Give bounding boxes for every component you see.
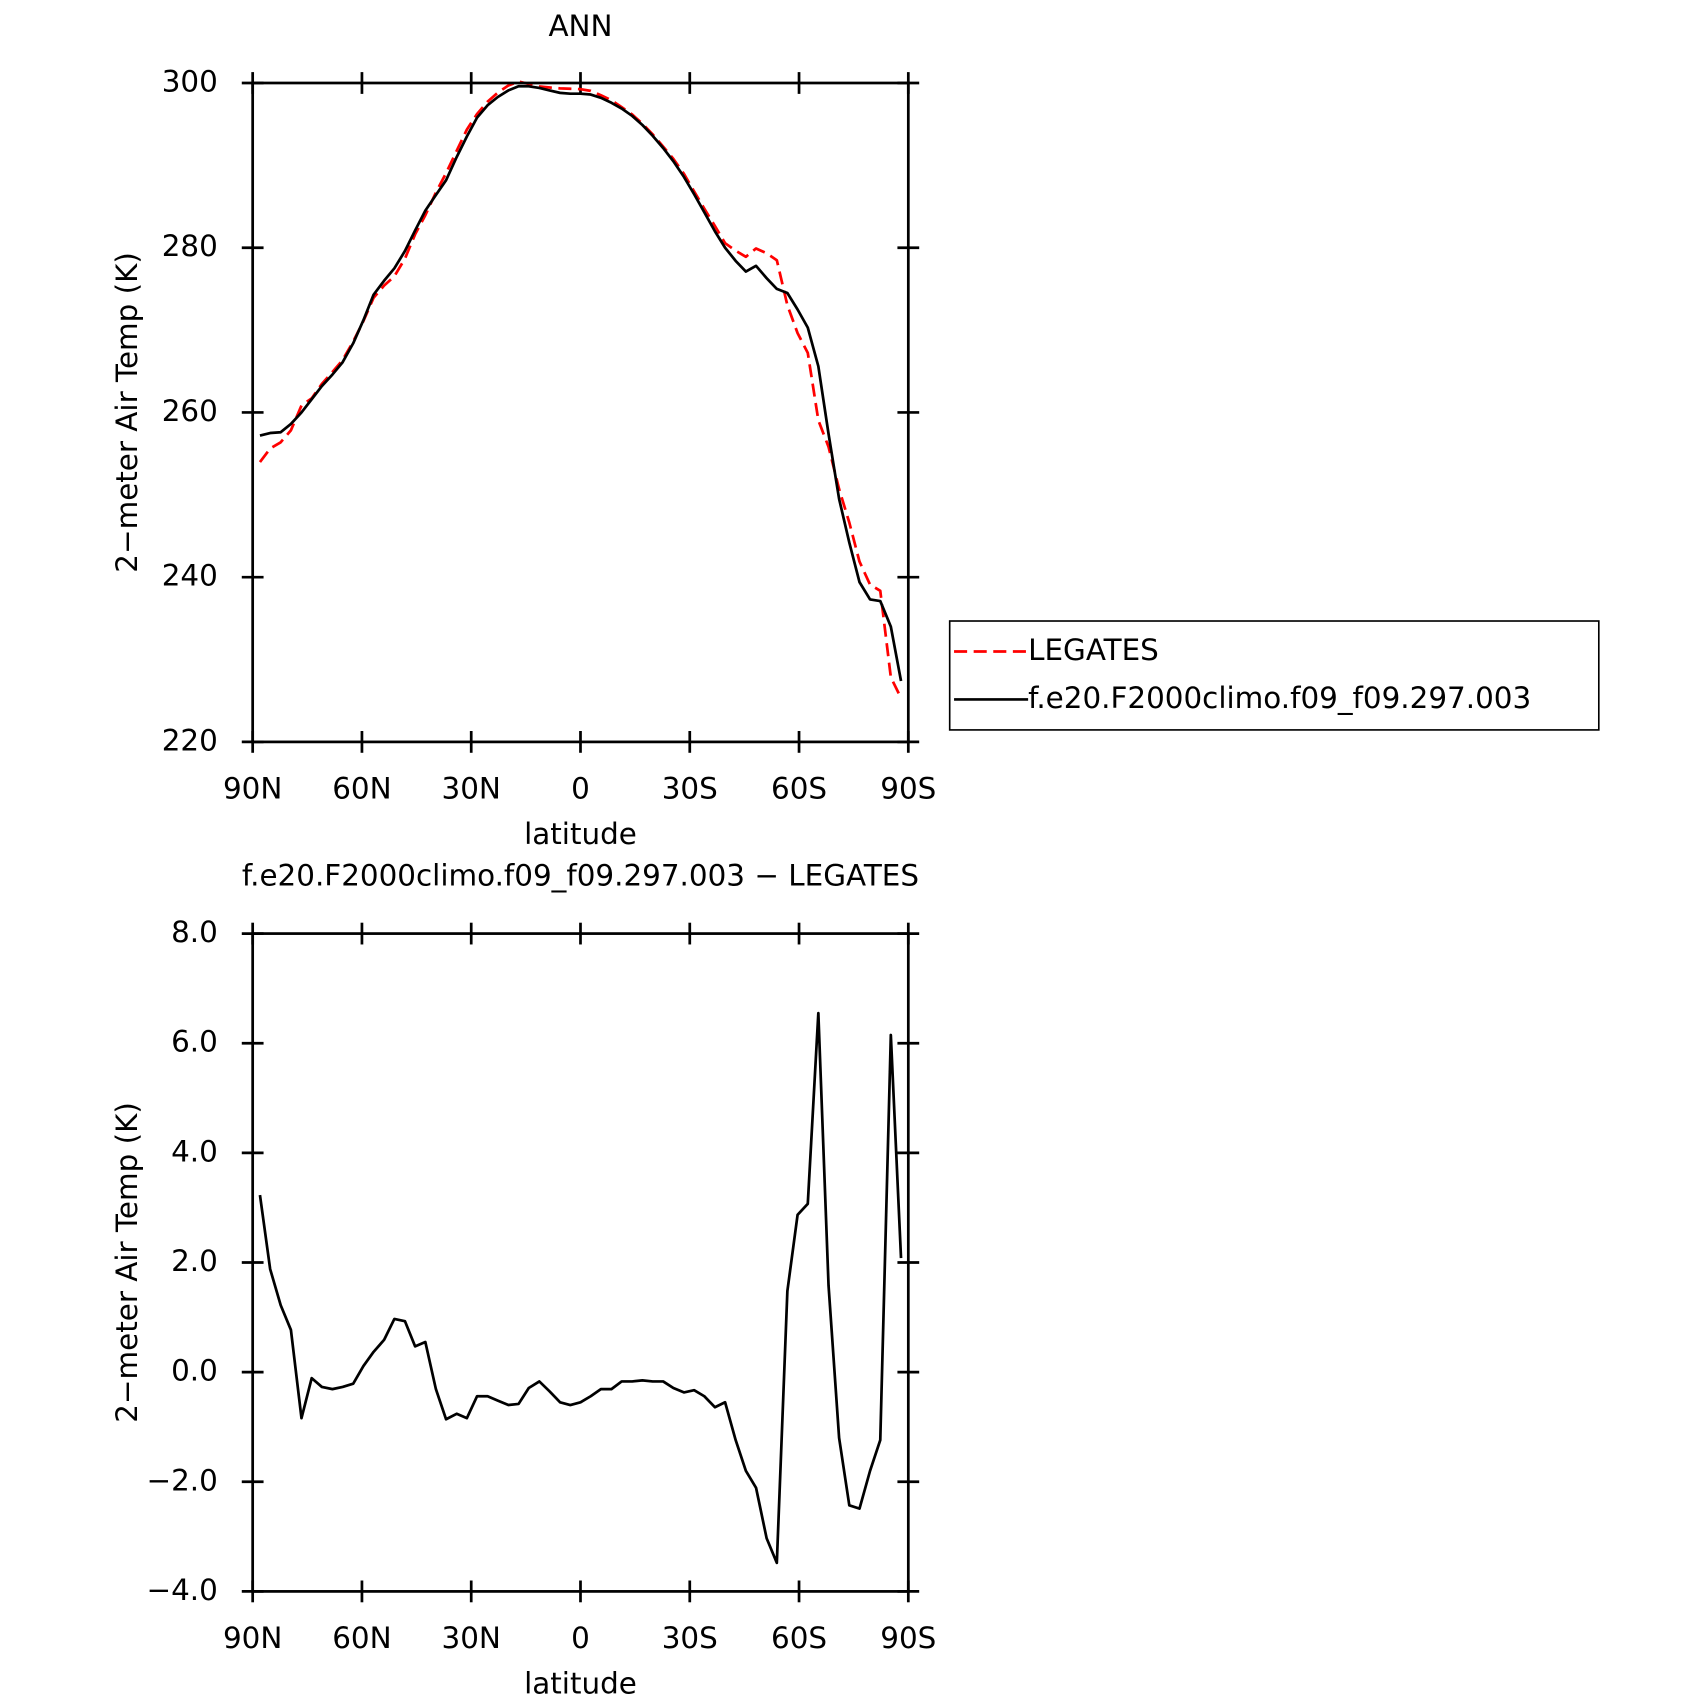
data-line xyxy=(258,80,903,699)
x-tick-label: 0 xyxy=(571,771,590,805)
x-tick-label: 0 xyxy=(571,1621,590,1655)
x-tick-label: 30N xyxy=(442,1621,501,1655)
plot-frame xyxy=(251,932,910,1593)
x-axis-label: latitude xyxy=(524,1667,637,1694)
x-tick-label: 30S xyxy=(662,1621,718,1655)
x-tick-label: 60N xyxy=(332,1621,391,1655)
legend-label: f.e20.F2000climo.f09_f09.297.003 xyxy=(1028,681,1531,715)
x-axis-label: latitude xyxy=(524,817,637,851)
x-tick-label: 60S xyxy=(771,771,827,805)
y-axis-label: 2−meter Air Temp (K) xyxy=(110,252,144,573)
x-tick-label: 90N xyxy=(223,1621,282,1655)
x-tick-label: 30N xyxy=(442,771,501,805)
x-tick-label: 60N xyxy=(332,771,391,805)
y-tick-label: −2.0 xyxy=(146,1463,217,1497)
y-tick-label: 6.0 xyxy=(171,1025,218,1059)
chart-title: ANN xyxy=(548,9,612,43)
x-tick-label: 30S xyxy=(662,771,718,805)
y-tick-label: 8.0 xyxy=(171,915,218,949)
y-tick-label: 260 xyxy=(162,394,218,428)
x-tick-label: 60S xyxy=(771,1621,827,1655)
legend-label: LEGATES xyxy=(1028,633,1159,667)
data-line xyxy=(259,84,903,682)
x-tick-label: 90S xyxy=(880,771,936,805)
chart-title: f.e20.F2000climo.f09_f09.297.003 − LEGAT… xyxy=(242,858,919,892)
y-tick-label: 240 xyxy=(162,559,218,593)
data-line xyxy=(258,1011,903,1565)
plot-frame xyxy=(251,81,910,744)
x-tick-label: 90N xyxy=(223,771,282,805)
legend-box xyxy=(948,620,1600,731)
y-tick-label: 220 xyxy=(162,723,218,757)
x-tick-label: 90S xyxy=(880,1621,936,1655)
y-tick-label: 4.0 xyxy=(171,1134,218,1168)
y-tick-label: 0.0 xyxy=(171,1354,218,1388)
y-tick-label: 300 xyxy=(162,64,218,98)
y-tick-label: 2.0 xyxy=(171,1244,218,1278)
y-axis-label: 2−meter Air Temp (K) xyxy=(110,1102,144,1423)
y-tick-label: 280 xyxy=(162,229,218,263)
y-tick-label: −4.0 xyxy=(146,1573,217,1607)
